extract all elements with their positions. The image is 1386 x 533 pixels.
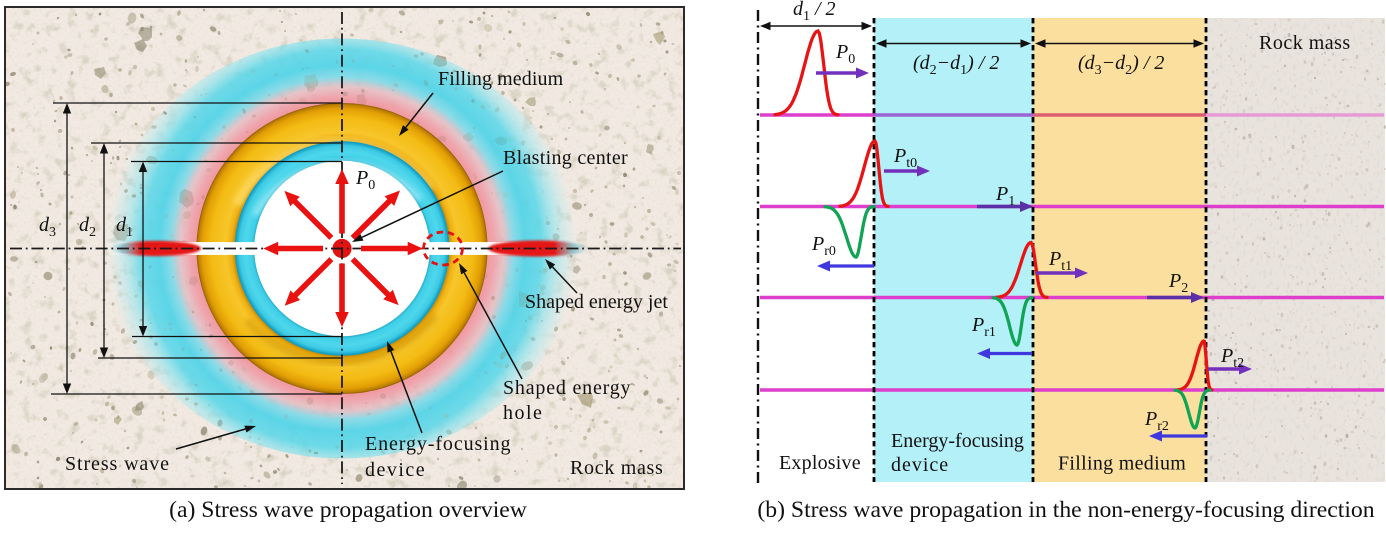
svg-text:Explosive: Explosive [779,452,861,474]
svg-text:(d2−d1) / 2: (d2−d1) / 2 [913,52,999,78]
svg-text:Energy-focusing: Energy-focusing [891,430,1024,452]
svg-text:Energy-focusing: Energy-focusing [365,433,511,455]
svg-text:Filling medium: Filling medium [438,68,564,90]
svg-text:Rock mass: Rock mass [570,457,664,479]
svg-text:hole: hole [503,402,543,424]
svg-text:Pr0: Pr0 [811,233,836,259]
svg-text:(d3−d2) / 2: (d3−d2) / 2 [1078,52,1164,78]
svg-text:Filling medium: Filling medium [1058,453,1186,475]
svg-text:d1 / 2: d1 / 2 [793,0,836,24]
svg-text:Rock mass: Rock mass [1259,32,1351,54]
svg-text:(a) Stress wave propagation ov: (a) Stress wave propagation overview [169,497,527,523]
svg-text:(b) Stress wave propagation in: (b) Stress wave propagation in the non-e… [757,497,1374,523]
svg-text:Shaped energy: Shaped energy [503,377,631,399]
svg-text:Shaped energy jet: Shaped energy jet [525,291,668,313]
svg-text:P0: P0 [835,41,855,67]
svg-text:Stress wave: Stress wave [65,453,170,475]
svg-text:device: device [891,454,949,476]
svg-text:device: device [365,459,426,481]
svg-text:Blasting center: Blasting center [503,147,628,169]
